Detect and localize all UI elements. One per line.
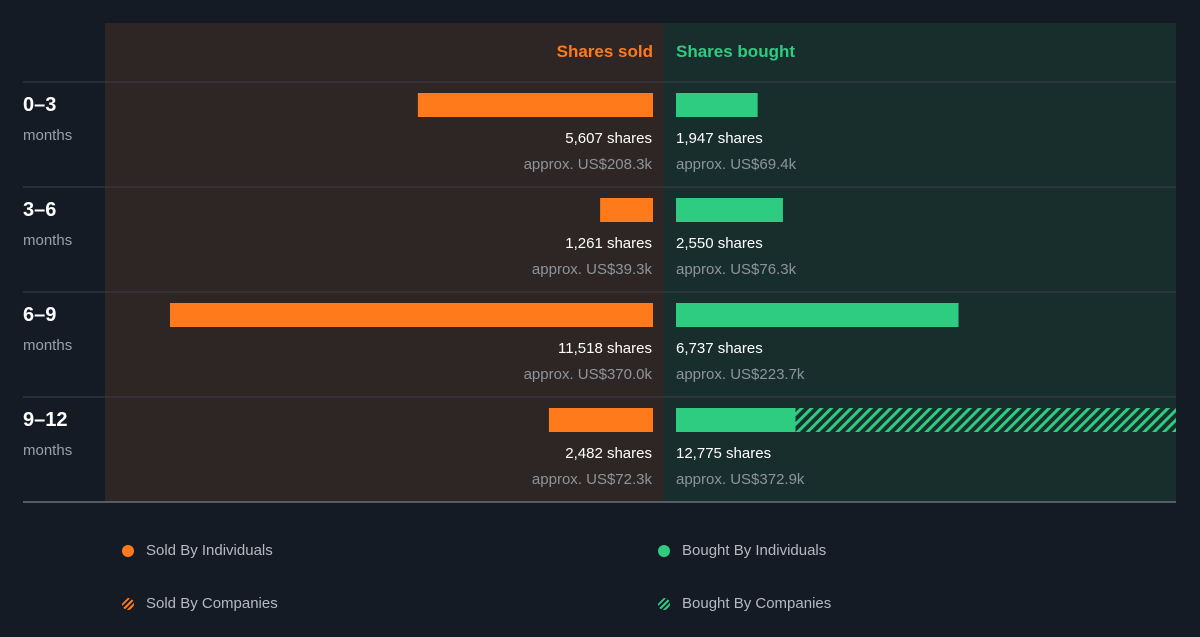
bought-shares-label: 1,947 shares [676, 130, 763, 147]
sold-individuals-swatch [122, 544, 134, 557]
sold-companies-swatch [122, 597, 134, 610]
legend-label: Sold By Individuals [146, 542, 273, 559]
period-unit: months [23, 337, 72, 354]
legend-label: Bought By Individuals [682, 542, 827, 559]
legend-item-bought-individuals: Bought By Individuals [658, 542, 826, 559]
sold-shares-label: 1,261 shares [565, 235, 652, 252]
bought-value-label: approx. US$76.3k [676, 261, 797, 278]
bar-bought-individuals [676, 198, 783, 222]
period-unit: months [23, 442, 72, 459]
bought-value-label: approx. US$69.4k [676, 156, 797, 173]
bar-bought-individuals [676, 303, 959, 327]
bought-value-label: approx. US$372.9k [676, 471, 805, 488]
legend-item-bought-companies: Bought By Companies [658, 595, 831, 612]
period-label: 9–12 [23, 409, 68, 431]
bought-shares-label: 2,550 shares [676, 235, 763, 252]
bought-value-label: approx. US$223.7k [676, 366, 805, 383]
period-unit: months [23, 127, 72, 144]
sold-value-label: approx. US$72.3k [532, 471, 653, 488]
bar-bought-individuals [676, 93, 758, 117]
insider-trading-chart: Shares sold Shares bought 0–3 months 5,607 s… [23, 23, 1176, 503]
legend-item-sold-individuals: Sold By Individuals [122, 542, 273, 559]
sold-shares-label: 2,482 shares [565, 445, 652, 462]
bought-individuals-swatch [658, 544, 670, 557]
sold-value-label: approx. US$39.3k [532, 261, 653, 278]
header-shares-bought: Shares bought [676, 42, 795, 61]
period-label: 0–3 [23, 94, 56, 116]
period-label: 3–6 [23, 199, 56, 221]
bar-sold-individuals [548, 408, 653, 432]
period-unit: months [23, 232, 72, 249]
bought-shares-label: 12,775 shares [676, 445, 771, 462]
bar-sold-individuals [170, 303, 653, 327]
legend-label: Bought By Companies [682, 595, 832, 612]
bar-bought-individuals [676, 408, 796, 432]
legend-label: Sold By Companies [146, 595, 278, 612]
bar-bought-companies [795, 408, 1176, 432]
bought-shares-label: 6,737 shares [676, 340, 763, 357]
sold-value-label: approx. US$208.3k [524, 156, 653, 173]
header-shares-sold: Shares sold [557, 42, 653, 61]
bought-companies-swatch [658, 597, 670, 610]
bar-sold-individuals [600, 198, 653, 222]
sold-value-label: approx. US$370.0k [524, 366, 653, 383]
period-label: 6–9 [23, 304, 56, 326]
bar-sold-individuals [417, 93, 653, 117]
legend-item-sold-companies: Sold By Companies [122, 595, 278, 612]
sold-shares-label: 5,607 shares [565, 130, 652, 147]
sold-shares-label: 11,518 shares [558, 340, 652, 357]
chart-legend: Sold By Individuals Bought By Individual… [0, 520, 1200, 637]
